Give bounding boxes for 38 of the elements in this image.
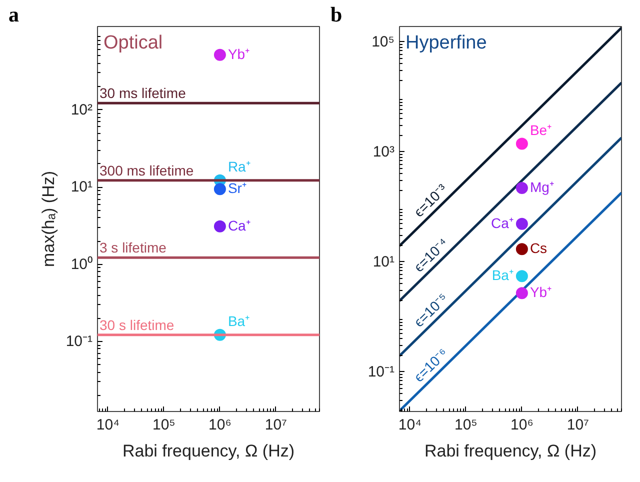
y-tick-label: 10⁻¹: [368, 363, 395, 380]
x-tick-label: 10⁴: [96, 416, 120, 434]
y-tick-label: 10⁻¹: [66, 332, 93, 350]
x-tick-label: 10⁷: [264, 416, 288, 434]
y-tick-label: 10¹: [372, 253, 395, 270]
series-label: Mg⁺: [530, 179, 554, 195]
series-label: Cs: [530, 240, 548, 256]
y-tick-label: 10⁵: [372, 33, 395, 50]
series-label: Yb⁺: [530, 284, 552, 300]
text: b: [330, 2, 342, 26]
text: a: [8, 2, 20, 26]
series-label: Ca⁺: [491, 214, 514, 231]
x-tick-label: 10⁶: [510, 416, 534, 434]
ref-line-label: 30 ms lifetime: [100, 85, 186, 102]
series-label: Ca⁺: [228, 217, 251, 234]
y-tick-label: 10¹: [70, 178, 93, 196]
x-tick-label: 10⁵: [152, 416, 176, 434]
y-tick-label: 10²: [70, 101, 93, 118]
series-label: Sr⁺: [228, 180, 247, 196]
x-tick-label: 10⁴: [398, 416, 422, 434]
chart-title: Hyperfine: [406, 32, 487, 54]
y-tick-label: 10⁰: [70, 256, 93, 273]
x-axis-title: Rabi frequency, Ω (Hz): [424, 442, 597, 460]
chart-title: Optical: [104, 32, 163, 54]
series-label: Yb⁺: [228, 46, 250, 62]
ref-line-label: 30 s lifetime: [100, 316, 174, 333]
y-tick-label: 10³: [372, 143, 395, 160]
x-tick-label: 10⁷: [566, 416, 590, 434]
y-axis-title: max(hₐ) (Hz): [38, 170, 58, 268]
series-label: Ra⁺: [228, 158, 251, 174]
series-label: Ba⁺: [228, 312, 250, 329]
series-label: Ba⁺: [492, 267, 514, 284]
x-tick-label: 10⁶: [208, 416, 232, 434]
x-axis-title: Rabi frequency, Ω (Hz): [122, 442, 295, 460]
series-label: Be⁺: [530, 122, 552, 138]
x-tick-label: 10⁵: [454, 416, 478, 434]
ref-line-label: 300 ms lifetime: [100, 162, 194, 178]
ref-line-label: 3 s lifetime: [100, 240, 167, 256]
